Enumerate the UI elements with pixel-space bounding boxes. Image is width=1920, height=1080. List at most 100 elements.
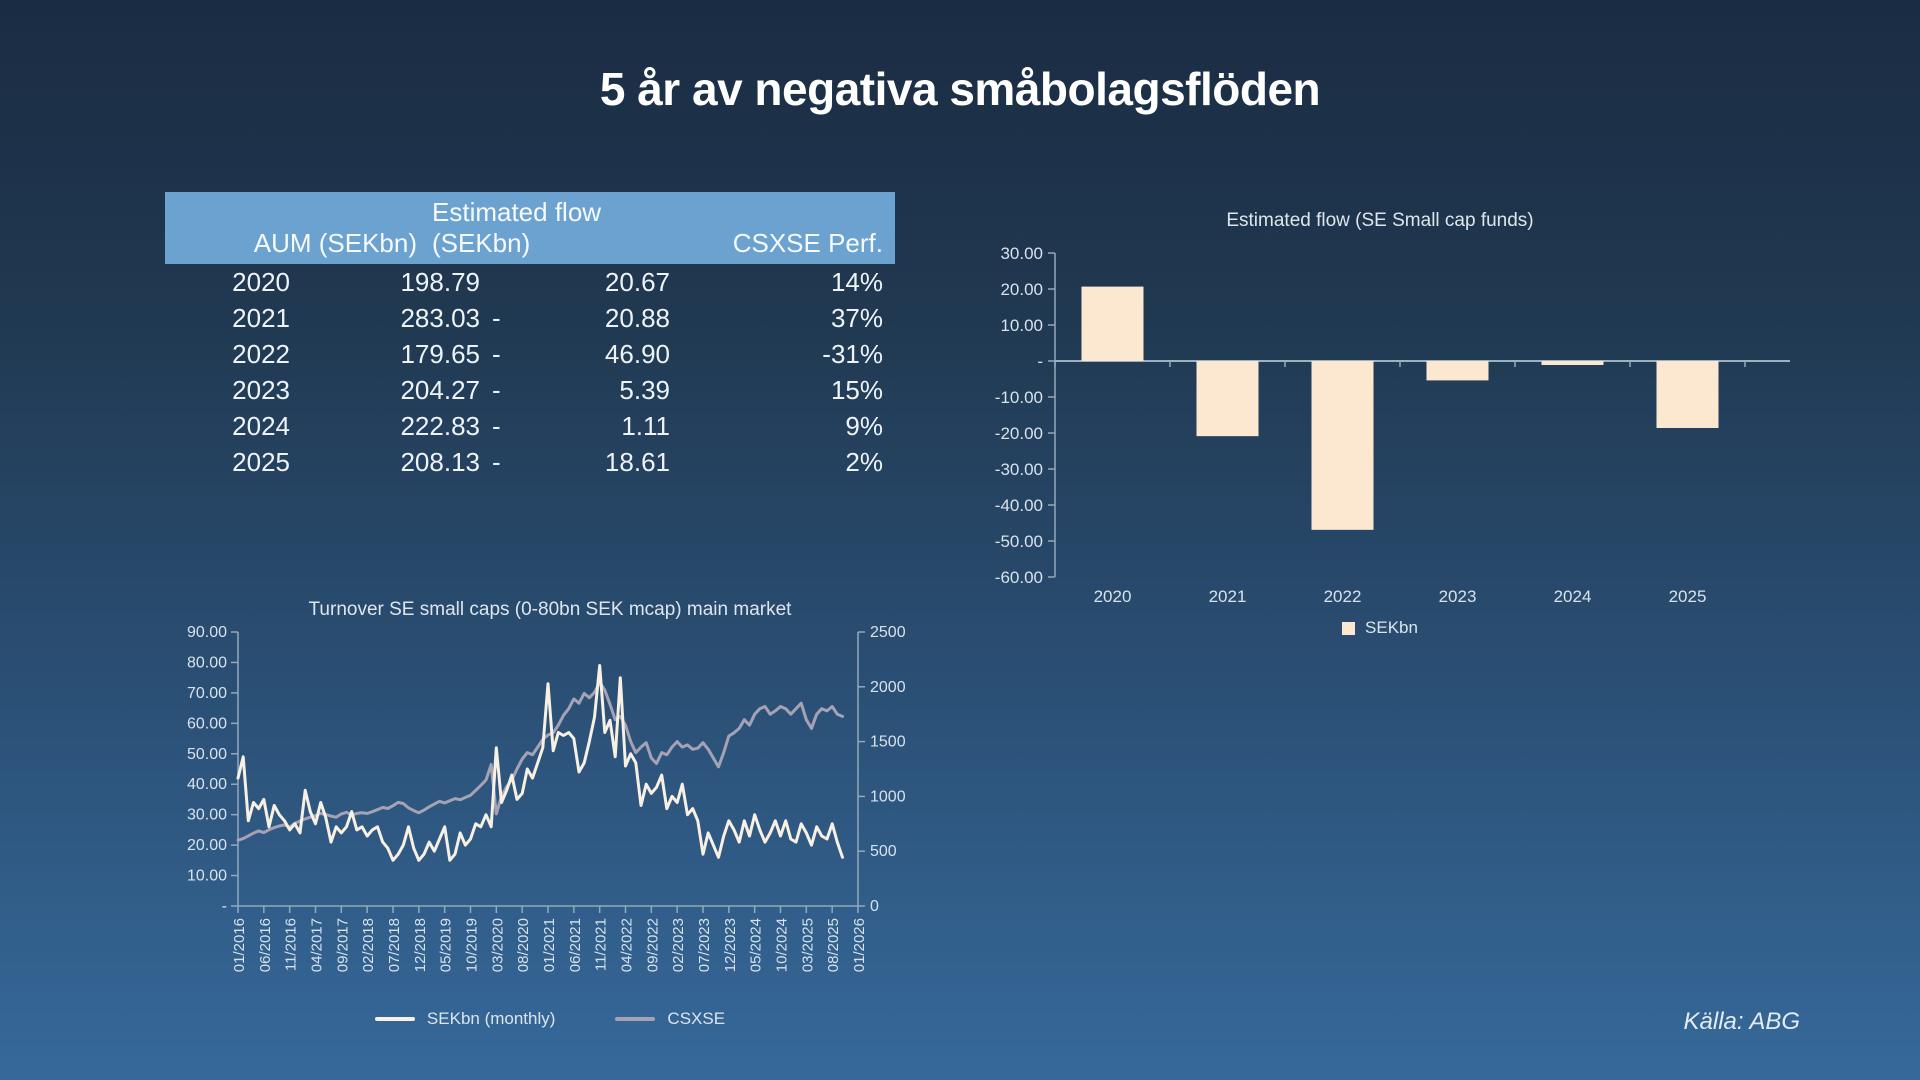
perf-cell: 9%	[845, 411, 883, 441]
svg-text:0: 0	[870, 898, 879, 915]
svg-text:20.00: 20.00	[187, 837, 227, 854]
svg-text:06/2021: 06/2021	[567, 918, 584, 972]
aum-cell: 179.65	[400, 339, 480, 369]
aum-column-header: AUM (SEKbn)	[253, 228, 417, 258]
svg-text:-30.00: -30.00	[995, 460, 1043, 479]
flow-column-header-line1: Estimated flow	[432, 197, 602, 227]
svg-text:09/2022: 09/2022	[644, 918, 661, 972]
bar-chart-legend: SEKbn	[960, 618, 1800, 638]
page-title: 5 år av negativa småbolagsflöden	[599, 63, 1321, 115]
svg-text:02/2023: 02/2023	[670, 918, 687, 972]
svg-text:-50.00: -50.00	[995, 532, 1043, 551]
svg-text:08/2025: 08/2025	[825, 918, 842, 972]
flow-cell: 20.67	[604, 267, 670, 297]
table-row: 2021 283.03 -20.88 37%	[165, 300, 895, 336]
svg-text:50.00: 50.00	[187, 746, 227, 763]
flow-cell: -18.61	[492, 447, 670, 477]
line-chart-legend: SEKbn (monthly) CSXSE	[170, 1009, 930, 1029]
bar-chart-plot: 30.00 20.00 10.00 - -10.00 -20.00 -30.00 -40.00…	[995, 244, 1790, 606]
perf-cell: -31%	[822, 339, 883, 369]
svg-text:1500: 1500	[870, 734, 906, 751]
sekbn-monthly-legend-label: SEKbn (monthly)	[426, 1009, 556, 1028]
table-row: 2025 208.13 -18.61 2%	[165, 444, 895, 480]
svg-text:500: 500	[870, 843, 897, 860]
svg-text:12/2023: 12/2023	[722, 918, 739, 972]
line-chart-plot: 90.00 80.00 70.00 60.00 50.00 40.00 30.00 20.00…	[187, 624, 906, 972]
year-cell: 2022	[232, 339, 290, 369]
line-chart-title: Turnover SE small caps (0-80bn SEK mcap)…	[308, 599, 792, 620]
perf-cell: 2%	[845, 447, 883, 477]
svg-text:2021: 2021	[1209, 587, 1247, 606]
table-row: 2020 198.79 20.67 14%	[165, 264, 895, 300]
flow-cell: -1.11	[492, 411, 670, 441]
perf-column-header: CSXSE Perf.	[732, 228, 883, 258]
svg-text:07/2018: 07/2018	[386, 918, 403, 972]
svg-text:03/2025: 03/2025	[799, 918, 816, 972]
svg-text:2025: 2025	[1669, 587, 1707, 606]
svg-text:01/2026: 01/2026	[851, 918, 868, 972]
svg-text:30.00: 30.00	[1000, 244, 1043, 263]
aum-cell: 208.13	[400, 447, 480, 477]
perf-cell: 37%	[830, 303, 883, 333]
aum-cell: 198.79	[400, 267, 480, 297]
aum-cell: 204.27	[400, 375, 480, 405]
svg-text:60.00: 60.00	[187, 715, 227, 732]
year-cell: 2024	[232, 411, 290, 441]
svg-text:01/2021: 01/2021	[541, 918, 558, 972]
svg-text:-60.00: -60.00	[995, 568, 1043, 587]
year-cell: 2020	[232, 267, 290, 297]
perf-cell: 15%	[830, 375, 883, 405]
csxse-legend-swatch-icon	[615, 1017, 656, 1021]
svg-text:20.00: 20.00	[1000, 280, 1043, 299]
svg-text:1000: 1000	[870, 788, 906, 805]
year-cell: 2021	[232, 303, 290, 333]
table-row: 2024 222.83 -1.11 9%	[165, 408, 895, 444]
svg-text:2024: 2024	[1554, 587, 1592, 606]
perf-cell: 14%	[830, 267, 883, 297]
svg-text:-: -	[222, 898, 227, 915]
table-row: 2022 179.65 -46.90 -31%	[165, 336, 895, 372]
flows-table-header: Estimated flow AUM (SEKbn) (SEKbn) CSXSE…	[165, 192, 895, 264]
svg-text:03/2020: 03/2020	[489, 918, 506, 972]
svg-text:40.00: 40.00	[187, 776, 227, 793]
svg-text:30.00: 30.00	[187, 807, 227, 824]
svg-text:-10.00: -10.00	[995, 388, 1043, 407]
svg-text:04/2017: 04/2017	[309, 918, 326, 972]
svg-text:07/2023: 07/2023	[696, 918, 713, 972]
flow-column-header-line2: (SEKbn)	[432, 228, 531, 258]
source-note: Källa: ABG	[1683, 1008, 1801, 1035]
svg-text:90.00: 90.00	[187, 624, 227, 641]
svg-text:06/2016: 06/2016	[257, 918, 274, 972]
svg-text:80.00: 80.00	[187, 654, 227, 671]
sekbn-monthly-legend-swatch-icon	[374, 1017, 415, 1021]
svg-text:11/2016: 11/2016	[283, 918, 300, 971]
svg-text:01/2016: 01/2016	[231, 918, 248, 972]
svg-text:10.00: 10.00	[1000, 316, 1043, 335]
svg-text:2020: 2020	[1094, 587, 1132, 606]
sekbn-legend-label: SEKbn	[1365, 618, 1418, 637]
svg-text:02/2018: 02/2018	[360, 918, 377, 972]
svg-text:2500: 2500	[870, 624, 906, 641]
aum-cell: 222.83	[400, 411, 480, 441]
svg-text:10/2024: 10/2024	[774, 918, 791, 972]
year-cell: 2023	[232, 375, 290, 405]
svg-text:08/2020: 08/2020	[515, 918, 532, 972]
svg-text:2022: 2022	[1324, 587, 1362, 606]
flow-cell: -20.88	[492, 303, 670, 333]
aum-cell: 283.03	[400, 303, 480, 333]
svg-text:-40.00: -40.00	[995, 496, 1043, 515]
svg-text:10.00: 10.00	[187, 868, 227, 885]
svg-text:11/2021: 11/2021	[593, 918, 610, 971]
flow-cell: -5.39	[492, 375, 670, 405]
flow-cell: -46.90	[492, 339, 670, 369]
flows-table: Estimated flow AUM (SEKbn) (SEKbn) CSXSE…	[165, 192, 895, 480]
svg-text:70.00: 70.00	[187, 685, 227, 702]
svg-text:-: -	[1037, 352, 1043, 371]
table-row: 2023 204.27 -5.39 15%	[165, 372, 895, 408]
sekbn-legend-swatch-icon	[1342, 621, 1356, 635]
year-cell: 2025	[232, 447, 290, 477]
bar-chart-title: Estimated flow (SE Small cap funds)	[1226, 210, 1534, 231]
svg-text:-20.00: -20.00	[995, 424, 1043, 443]
svg-text:05/2019: 05/2019	[438, 918, 455, 972]
